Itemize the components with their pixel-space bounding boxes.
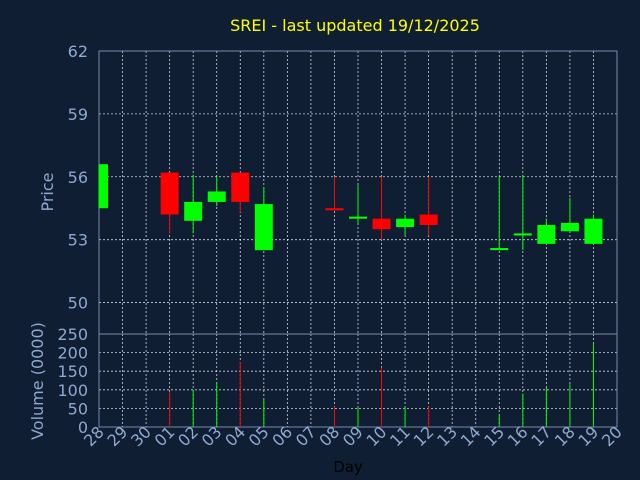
candles — [98, 164, 603, 251]
candle-body — [160, 172, 179, 215]
candle-body — [231, 172, 250, 202]
price-tick-label: 62 — [68, 42, 88, 61]
volume-tick-label: 50 — [68, 399, 88, 418]
price-tick-label: 56 — [68, 168, 88, 187]
volume-tick-label: 200 — [57, 344, 88, 363]
volume-tick-label: 250 — [57, 325, 88, 344]
candle-body — [537, 224, 556, 244]
candle-body — [372, 218, 391, 230]
candle-body — [419, 214, 438, 225]
candle-body — [490, 248, 509, 251]
candle-body — [584, 218, 603, 244]
candle-body — [99, 164, 108, 209]
x-axis: 2829300102030405060708091011121314151617… — [80, 422, 626, 450]
candle-body — [254, 204, 273, 251]
price-tick-label: 53 — [68, 231, 88, 250]
candle-body — [396, 218, 415, 228]
volume-tick-label: 0 — [78, 418, 88, 437]
candle-body — [184, 201, 203, 221]
price-tick-label: 59 — [68, 105, 88, 124]
candle-body — [325, 208, 344, 211]
candle-body — [349, 216, 367, 219]
volume-bars — [169, 343, 594, 427]
price-axis: 50 53 56 59 62 — [68, 42, 88, 313]
volume-tick-label: 150 — [57, 362, 88, 381]
chart-title: SREI - last updated 19/12/2025 — [230, 16, 480, 35]
candle-body — [560, 222, 579, 232]
candle-body — [207, 191, 226, 202]
candle-body — [513, 233, 532, 236]
volume-tick-label: 100 — [57, 381, 88, 400]
x-axis-label: Day — [333, 458, 363, 476]
y-axis-label: Price — [38, 172, 57, 211]
volume-axis-label: Volume (0000) — [28, 322, 47, 440]
price-tick-label: 50 — [68, 294, 88, 313]
